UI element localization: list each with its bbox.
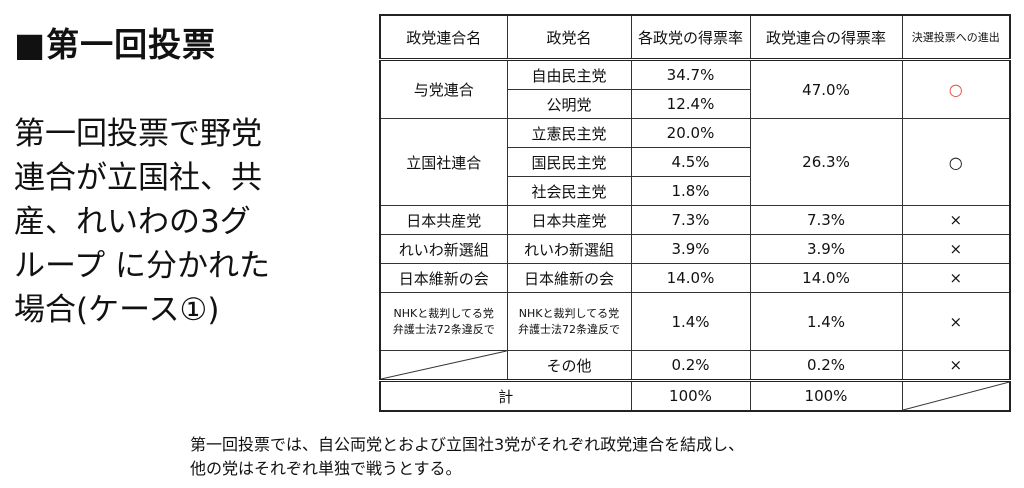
runoff-mark: × [901,350,1011,381]
coalition-name: れいわ新選組 [379,234,508,264]
total-coalition-rate: 100% [749,379,903,412]
party-name: 日本維新の会 [506,263,632,293]
coalition-name-line: 弁護士法72条違反で [392,322,495,336]
party-rate: 1.4% [630,292,751,351]
party-name: その他 [506,350,632,381]
description-line: 場合(ケース①) [14,292,220,328]
coalition-rate: 14.0% [749,263,903,293]
description-line: ループ に分かれた [14,248,270,284]
party-name: 自由民主党 [506,59,632,90]
table-row: 与党連合 自由民主党 34.7% 47.0% ○ [379,59,1011,119]
empty-diagonal-cell [901,379,1011,412]
coalition-rate: 3.9% [749,234,903,264]
party-rate: 1.8% [630,176,751,206]
party-name: 日本共産党 [506,205,632,235]
party-rate: 0.2% [630,350,751,381]
description-line: 第一回投票で野党 [14,116,262,152]
table-row: 日本維新の会 日本維新の会 14.0% 14.0% × [379,263,1011,293]
table-row: 公明党 12.4% [380,89,1010,119]
coalition-name: 与党連合 [379,59,508,119]
footnote-line: 第一回投票では、自公両党とおよび立国社3党がそれぞれ政党連合を結成し、 [190,435,745,454]
coalition-name: 日本共産党 [379,205,508,235]
runoff-mark: × [901,263,1011,293]
runoff-mark: × [901,234,1011,264]
coalition-name: NHKと裁判してる党 弁護士法72条違反で [379,292,508,351]
table-row: 社会民主党 1.8% [380,176,1010,206]
total-party-rate: 100% [630,379,751,412]
party-name: NHKと裁判してる党 弁護士法72条違反で [506,292,632,351]
runoff-mark: × [901,205,1011,235]
total-label: 計 [379,379,632,412]
runoff-mark: ○ [901,118,1011,206]
header-coalition-rate: 政党連合の得票率 [749,14,903,61]
runoff-mark: ○ [901,59,1011,119]
vote-results-table: 政党連合名 政党名 各政党の得票率 政党連合の得票率 決選投票への進出 与党連合… [379,14,1011,412]
party-rate: 12.4% [630,89,751,119]
party-name: 立憲民主党 [506,118,632,148]
header-party: 政党名 [506,14,632,61]
description-line: 連合が立国社、共 [14,160,262,196]
party-rate: 20.0% [630,118,751,148]
coalition-rate: 26.3% [749,118,903,206]
slide-title: ■第一回投票 [14,25,217,64]
header-party-rate: 各政党の得票率 [630,14,751,61]
party-name-line: 弁護士法72条違反で [518,322,620,336]
party-rate: 14.0% [630,263,751,293]
table-row: 国民民主党 4.5% [380,147,1010,177]
total-row: 計 100% 100% [379,379,1011,412]
coalition-rate: 7.3% [749,205,903,235]
party-name: 国民民主党 [506,147,632,177]
party-name: 社会民主党 [506,176,632,206]
table-row: れいわ新選組 れいわ新選組 3.9% 3.9% × [379,234,1011,264]
table-header-row: 政党連合名 政党名 各政党の得票率 政党連合の得票率 決選投票への進出 [379,14,1011,61]
table-row: 立国社連合 立憲民主党 20.0% 26.3% ○ [379,118,1011,206]
header-runoff: 決選投票への進出 [901,14,1011,61]
party-rate: 7.3% [630,205,751,235]
case-description: 第一回投票で野党 連合が立国社、共 産、れいわの3グ ループ に分かれた 場合(… [14,112,334,332]
header-coalition: 政党連合名 [379,14,508,61]
description-line: 産、れいわの3グ [14,204,251,240]
footnote-line: 他の党はそれぞれ単独で戦うとする。 [190,459,462,478]
party-name-line: NHKと裁判してる党 [518,306,620,320]
empty-diagonal-cell [379,350,508,381]
table-row: その他 0.2% 0.2% × [379,350,1011,381]
coalition-name-line: NHKと裁判してる党 [393,306,494,320]
party-name: 公明党 [506,89,632,119]
party-rate: 3.9% [630,234,751,264]
party-rate: 34.7% [630,59,751,90]
coalition-name: 日本維新の会 [379,263,508,293]
table-row: NHKと裁判してる党 弁護士法72条違反で NHKと裁判してる党 弁護士法72条… [379,292,1011,351]
coalition-rate: 47.0% [749,59,903,119]
runoff-mark: × [901,292,1011,351]
party-rate: 4.5% [630,147,751,177]
table-row: 日本共産党 日本共産党 7.3% 7.3% × [379,205,1011,235]
coalition-rate: 1.4% [749,292,903,351]
footnote: 第一回投票では、自公両党とおよび立国社3党がそれぞれ政党連合を結成し、 他の党は… [190,433,744,481]
coalition-name: 立国社連合 [379,118,508,206]
party-name: れいわ新選組 [506,234,632,264]
coalition-rate: 0.2% [749,350,903,381]
